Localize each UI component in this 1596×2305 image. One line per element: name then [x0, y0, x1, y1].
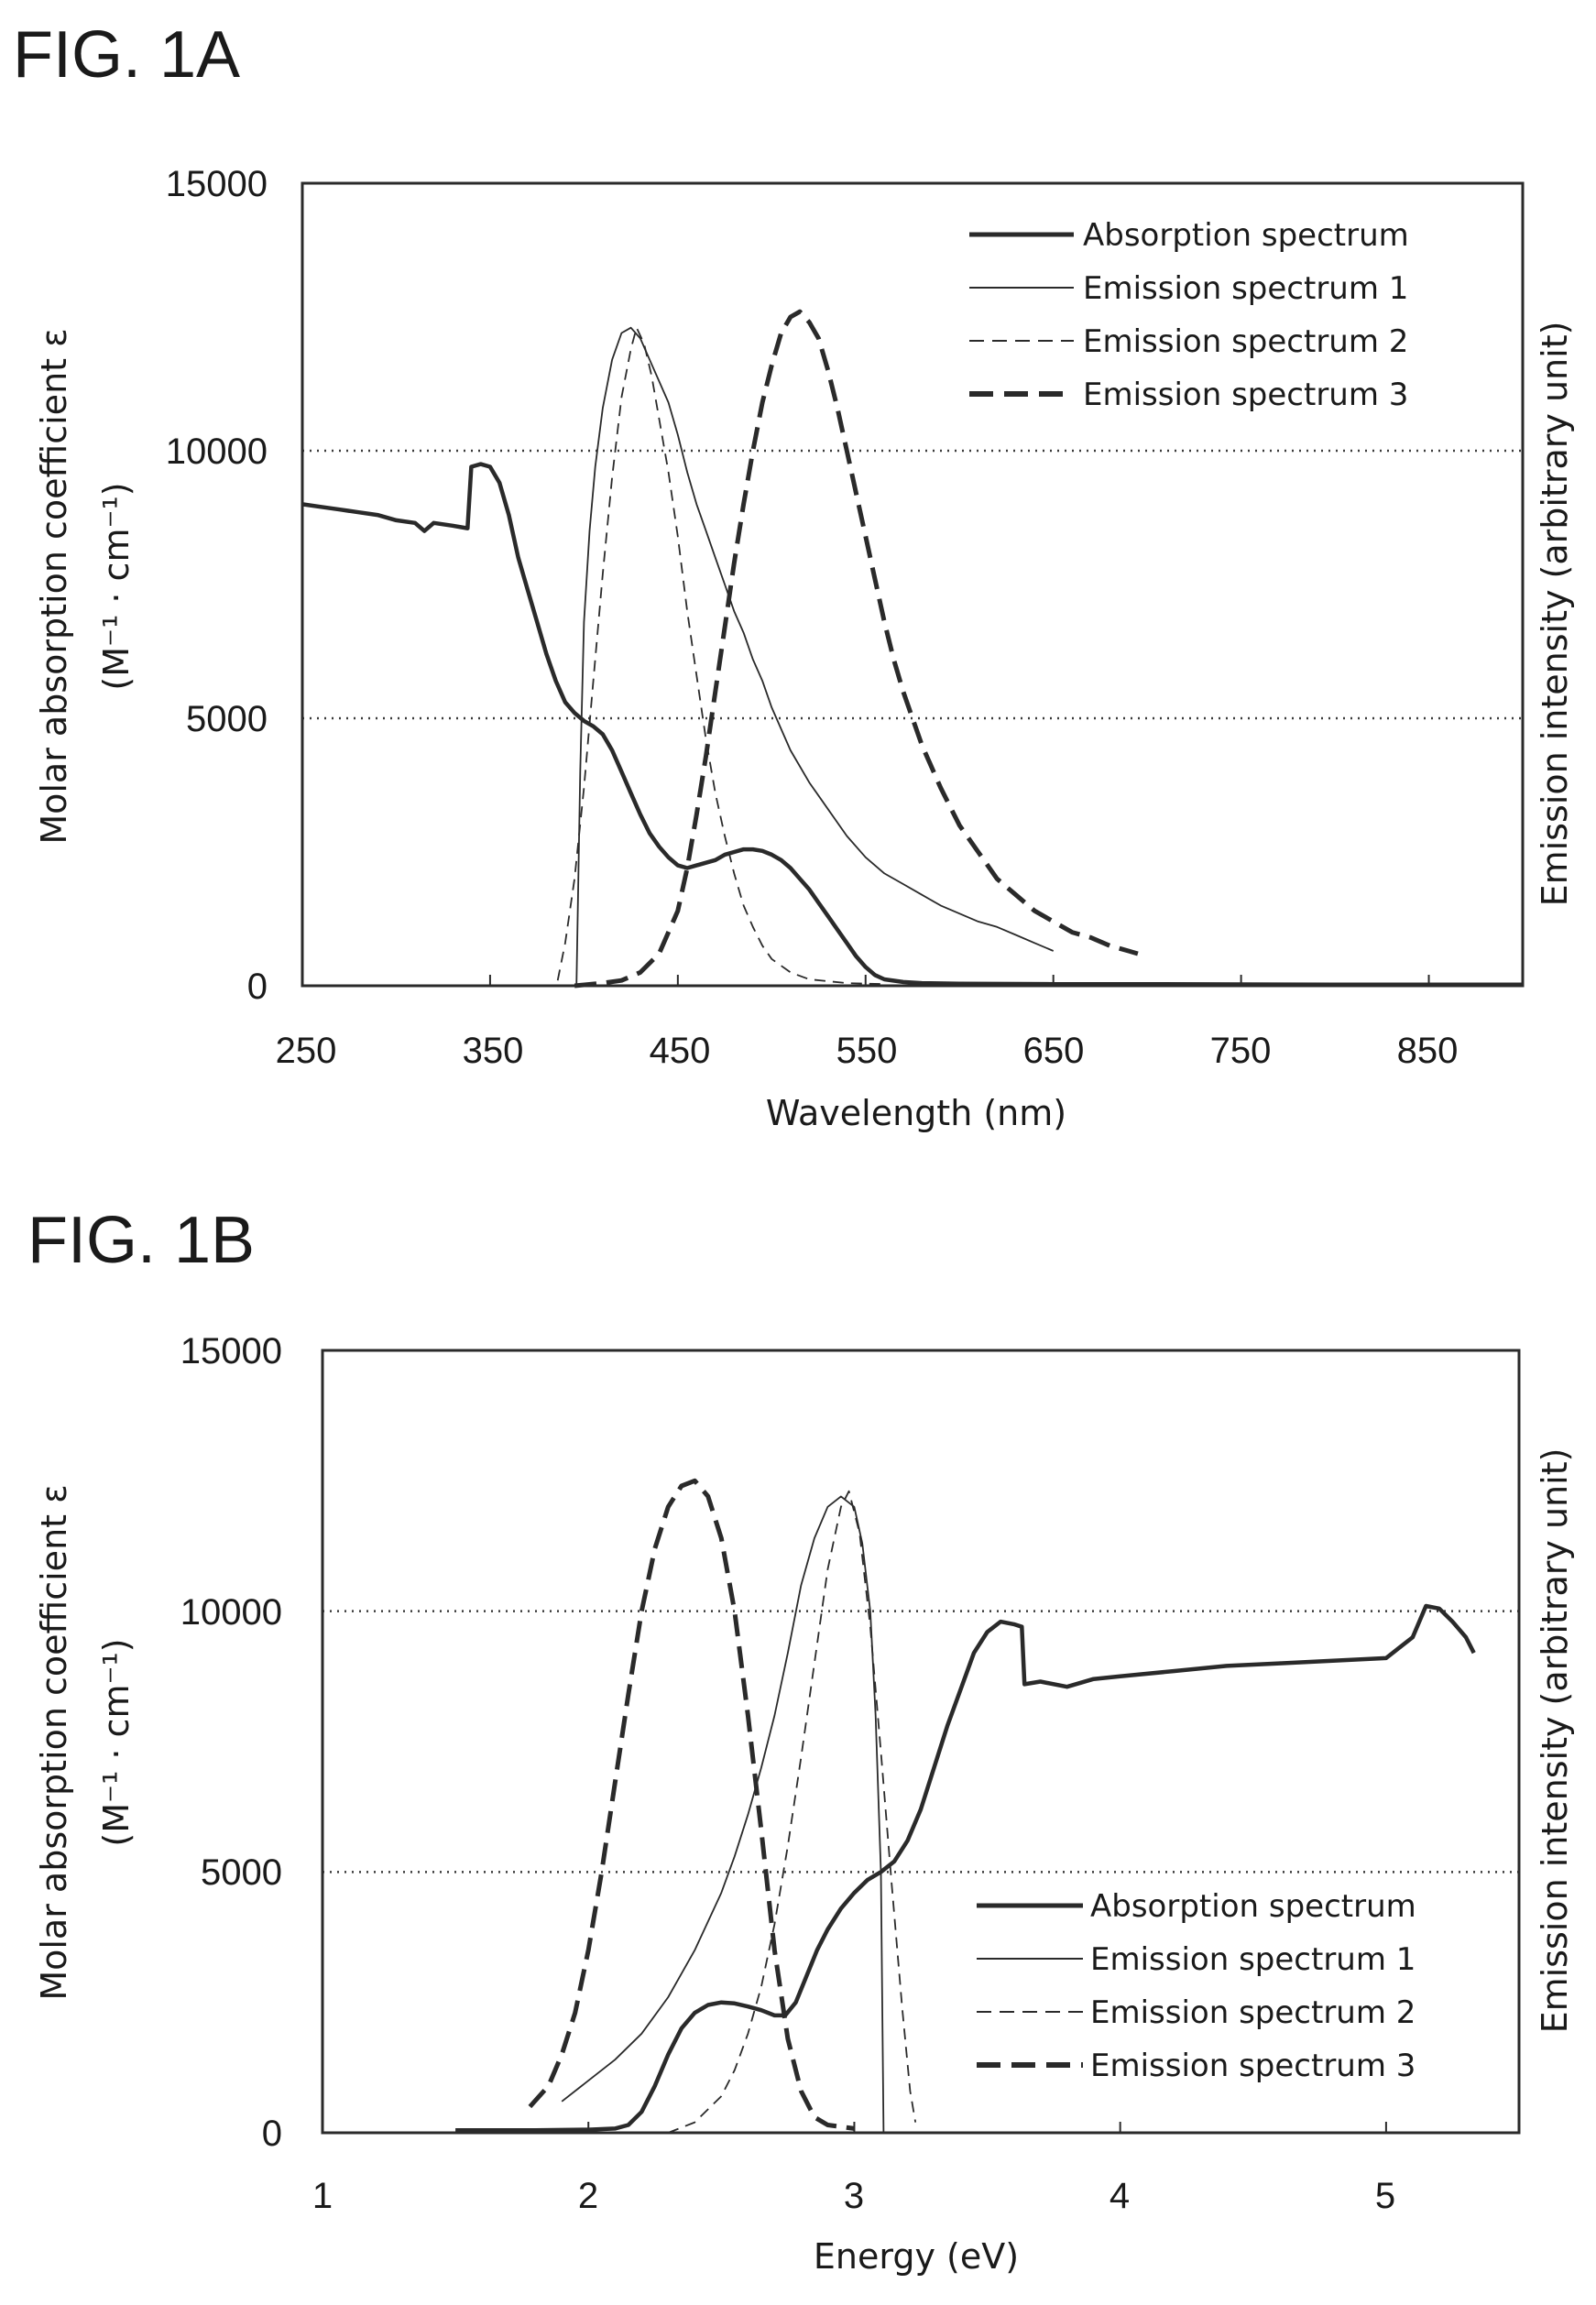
series-line-emission-spectrum-3	[574, 309, 1139, 989]
y-axis-label: Molar absorption coefficient ε	[34, 1484, 74, 2000]
series-line-emission-spectrum-3	[528, 1478, 855, 2131]
legend-label: Absorption spectrum	[1090, 1888, 1416, 1925]
series-line-absorption-spectrum	[455, 1603, 1476, 2133]
legend-label: Emission spectrum 1	[1083, 270, 1408, 307]
x-tick-label: 650	[1023, 1031, 1085, 1071]
plot-area	[321, 1349, 1521, 2135]
figure-label: FIG. 1B	[27, 1204, 255, 1277]
series-line-emission-spectrum-2	[667, 1490, 917, 2134]
legend: Absorption spectrum Emission spectrum 1 …	[969, 217, 1409, 413]
x-tick-label: 550	[836, 1031, 898, 1071]
y-axis-label: Molar absorption coefficient ε	[34, 328, 74, 844]
series-line-emission-spectrum-2	[556, 326, 885, 986]
y-tick-label: 0	[262, 2114, 282, 2154]
x-tick-label: 450	[650, 1031, 711, 1071]
y-tick-label: 0	[247, 967, 268, 1007]
right-axis-label: Emission intensity (arbitrary unit)	[1535, 1448, 1575, 2034]
series-line-absorption-spectrum	[301, 462, 1523, 988]
y-tick-label: 10000	[180, 1592, 282, 1633]
series-line-emission-spectrum-1	[575, 326, 1055, 987]
x-tick-label: 2	[578, 2176, 598, 2216]
x-tick-label: 350	[463, 1031, 524, 1071]
legend-label: Emission spectrum 2	[1083, 323, 1408, 360]
x-axis-label: Wavelength (nm)	[766, 1093, 1066, 1133]
plot-frame	[321, 1349, 1521, 2135]
x-tick-label: 750	[1210, 1031, 1272, 1071]
x-tick-label: 1	[312, 2176, 333, 2216]
legend-label: Emission spectrum 1	[1090, 1941, 1416, 1978]
y-axis-unit: (M⁻¹ · cm⁻¹)	[96, 482, 137, 690]
plot-frame	[301, 181, 1525, 988]
chart-fig-1a: FIG. 1A Wavelength (nm) Molar absorption…	[13, 18, 1575, 1133]
y-axis-unit: (M⁻¹ · cm⁻¹)	[96, 1638, 137, 1846]
chart-fig-1b: FIG. 1B Energy (eV) Molar absorption coe…	[27, 1204, 1575, 2277]
y-tick-label: 5000	[186, 699, 268, 739]
x-tick-label: 250	[276, 1031, 337, 1071]
legend-label: Emission spectrum 3	[1083, 377, 1408, 413]
series-line-emission-spectrum-1	[561, 1495, 885, 2134]
x-tick-label: 3	[844, 2176, 864, 2216]
x-axis-label: Energy (eV)	[814, 2236, 1019, 2277]
y-tick-label: 15000	[180, 1331, 282, 1371]
figure-label: FIG. 1A	[13, 18, 240, 92]
y-tick-label: 10000	[166, 432, 268, 472]
legend: Absorption spectrum Emission spectrum 1 …	[977, 1888, 1416, 2084]
legend-label: Absorption spectrum	[1083, 217, 1409, 254]
legend-label: Emission spectrum 3	[1090, 2048, 1416, 2084]
y-tick-label: 15000	[166, 164, 268, 204]
x-tick-label: 850	[1397, 1031, 1459, 1071]
x-tick-label: 5	[1375, 2176, 1395, 2216]
plot-area	[301, 181, 1525, 989]
legend-label: Emission spectrum 2	[1090, 1994, 1416, 2031]
right-axis-label: Emission intensity (arbitrary unit)	[1535, 322, 1575, 907]
y-tick-label: 5000	[201, 1852, 282, 1893]
x-tick-label: 4	[1110, 2176, 1130, 2216]
